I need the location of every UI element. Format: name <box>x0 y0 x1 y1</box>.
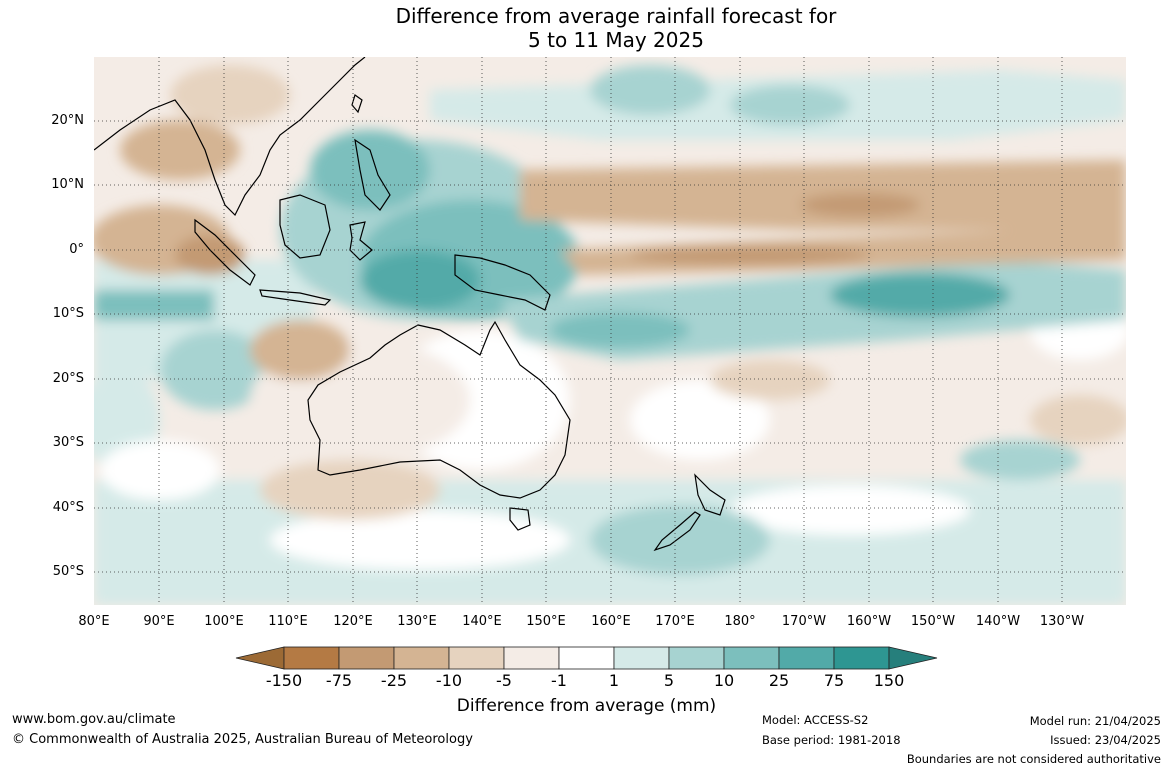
lon-label: 90°E <box>143 614 175 629</box>
colorbar-tick-label: 1 <box>608 671 620 690</box>
lon-label: 80°E <box>78 614 110 629</box>
disclaimer: Boundaries are not considered authoritat… <box>906 752 1161 766</box>
colorbar-cell <box>833 646 890 670</box>
lat-label: 0° <box>69 242 84 257</box>
colorbar-cell <box>723 646 780 670</box>
colorbar-cell <box>613 646 670 670</box>
colorbar-cell <box>778 646 835 670</box>
lat-label: 10°N <box>51 177 84 192</box>
lon-label: 170°E <box>655 614 695 629</box>
lon-label: 140°E <box>462 614 502 629</box>
tasmania-coastline <box>509 507 531 531</box>
title-line-2: 5 to 11 May 2025 <box>528 28 704 52</box>
colorbar-tick-label: 75 <box>823 671 845 690</box>
colorbar-cell <box>338 646 395 670</box>
lon-label: 180° <box>724 614 756 629</box>
lon-label: 130°E <box>397 614 437 629</box>
website-link[interactable]: www.bom.gov.au/climate <box>12 712 176 727</box>
borneo-coastline <box>279 194 331 259</box>
lon-label: 160°W <box>846 614 892 629</box>
colorbar <box>235 646 938 670</box>
colorbar-tick-label: -1 <box>551 671 567 690</box>
colorbar-cell <box>503 646 560 670</box>
issued-date: Issued: 23/04/2025 <box>1050 733 1161 747</box>
java-coastline <box>259 289 332 306</box>
colorbar-tick-label: -25 <box>380 671 408 690</box>
lon-label: 150°E <box>526 614 566 629</box>
new-guinea-coastline <box>454 254 551 311</box>
lat-label: 40°S <box>52 500 84 515</box>
colorbar-cell <box>283 646 340 670</box>
colorbar-tick-label: -5 <box>496 671 512 690</box>
lon-label: 130°W <box>1039 614 1085 629</box>
lon-label: 120°E <box>333 614 373 629</box>
lat-label: 30°S <box>52 435 84 450</box>
colorbar-high-extend <box>888 646 938 670</box>
colorbar-low-extend <box>235 646 285 670</box>
lat-label: 20°S <box>52 371 84 386</box>
colorbar-tick-label: 10 <box>713 671 735 690</box>
colorbar-tick-label: -10 <box>435 671 463 690</box>
lon-label: 170°W <box>781 614 827 629</box>
lat-label: 20°N <box>51 113 84 128</box>
gridlines <box>94 57 1126 605</box>
colorbar-tick-label: 5 <box>663 671 675 690</box>
lon-label: 100°E <box>204 614 244 629</box>
copyright: © Commonwealth of Australia 2025, Austra… <box>12 732 473 747</box>
colorbar-title: Difference from average (mm) <box>456 696 717 716</box>
coastlines <box>94 57 726 552</box>
lon-label: 140°W <box>975 614 1021 629</box>
australia-coastline <box>307 320 571 499</box>
lat-label: 50°S <box>52 564 84 579</box>
philippines-coastline <box>354 138 391 211</box>
lon-label: 110°E <box>268 614 308 629</box>
base-period: Base period: 1981-2018 <box>762 733 901 747</box>
colorbar-cell <box>393 646 450 670</box>
colorbar-tick-label: -75 <box>325 671 353 690</box>
colorbar-cell <box>668 646 725 670</box>
chart-title: Difference from average rainfall forecas… <box>0 4 1173 52</box>
colorbar-tick-label: -150 <box>265 671 303 690</box>
new-zealand-south <box>653 511 701 552</box>
model-name: Model: ACCESS-S2 <box>762 713 869 727</box>
lon-label: 160°E <box>591 614 631 629</box>
title-line-1: Difference from average rainfall forecas… <box>395 4 837 28</box>
asia-coastline <box>94 57 366 217</box>
new-zealand-north <box>694 473 726 516</box>
colorbar-cell <box>558 646 615 670</box>
sumatra-coastline <box>194 218 256 286</box>
colorbar-tick-label: 25 <box>768 671 790 690</box>
lon-label: 150°W <box>910 614 956 629</box>
sulawesi-coastline <box>349 221 373 261</box>
model-run: Model run: 21/04/2025 <box>1029 714 1161 728</box>
colorbar-tick-label: 150 <box>873 671 905 690</box>
lat-label: 10°S <box>52 306 84 321</box>
colorbar-cell <box>448 646 505 670</box>
